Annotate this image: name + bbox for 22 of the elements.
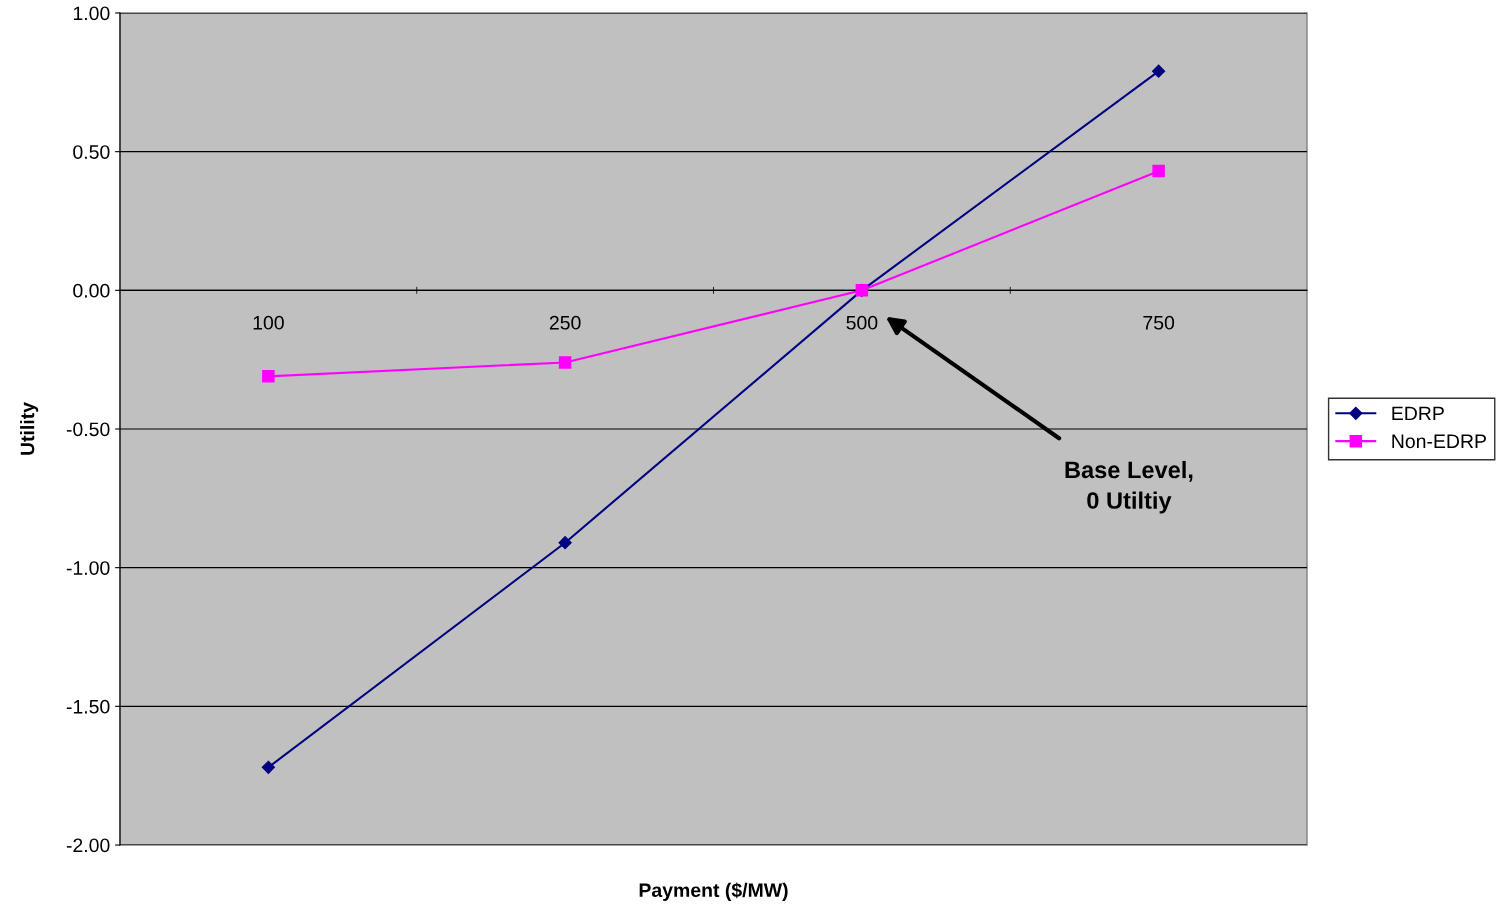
- point: [558, 356, 572, 369]
- point: [262, 370, 275, 383]
- point: [261, 760, 275, 774]
- annotation: Base Level, 0 Utiltiy: [1065, 460, 1193, 514]
- legend-label: EDRP: [1392, 406, 1444, 421]
- y-tick-label: -2.00: [66, 838, 110, 853]
- y-tick-label: 0.50: [73, 145, 110, 159]
- y-tick-label: 0.00: [73, 283, 110, 298]
- y-tick-label: -1.00: [66, 561, 110, 575]
- point: [558, 536, 572, 550]
- x-tick-label: 750: [1143, 315, 1175, 330]
- x-axis-title: Payment ($/MW): [639, 882, 788, 901]
- x-tick-label: 500: [846, 315, 878, 330]
- y-tick-label: -1.50: [66, 699, 110, 714]
- point: [1152, 164, 1165, 178]
- y-axis-title: Utility: [20, 402, 39, 455]
- y-tick-label: -0.50: [66, 422, 110, 437]
- point: [1152, 64, 1166, 78]
- legend-label: Non-EDRP: [1392, 434, 1486, 449]
- x-tick-label: 100: [253, 315, 284, 330]
- y-tick-label: 1.00: [73, 6, 110, 21]
- x-tick-label: 250: [549, 315, 581, 330]
